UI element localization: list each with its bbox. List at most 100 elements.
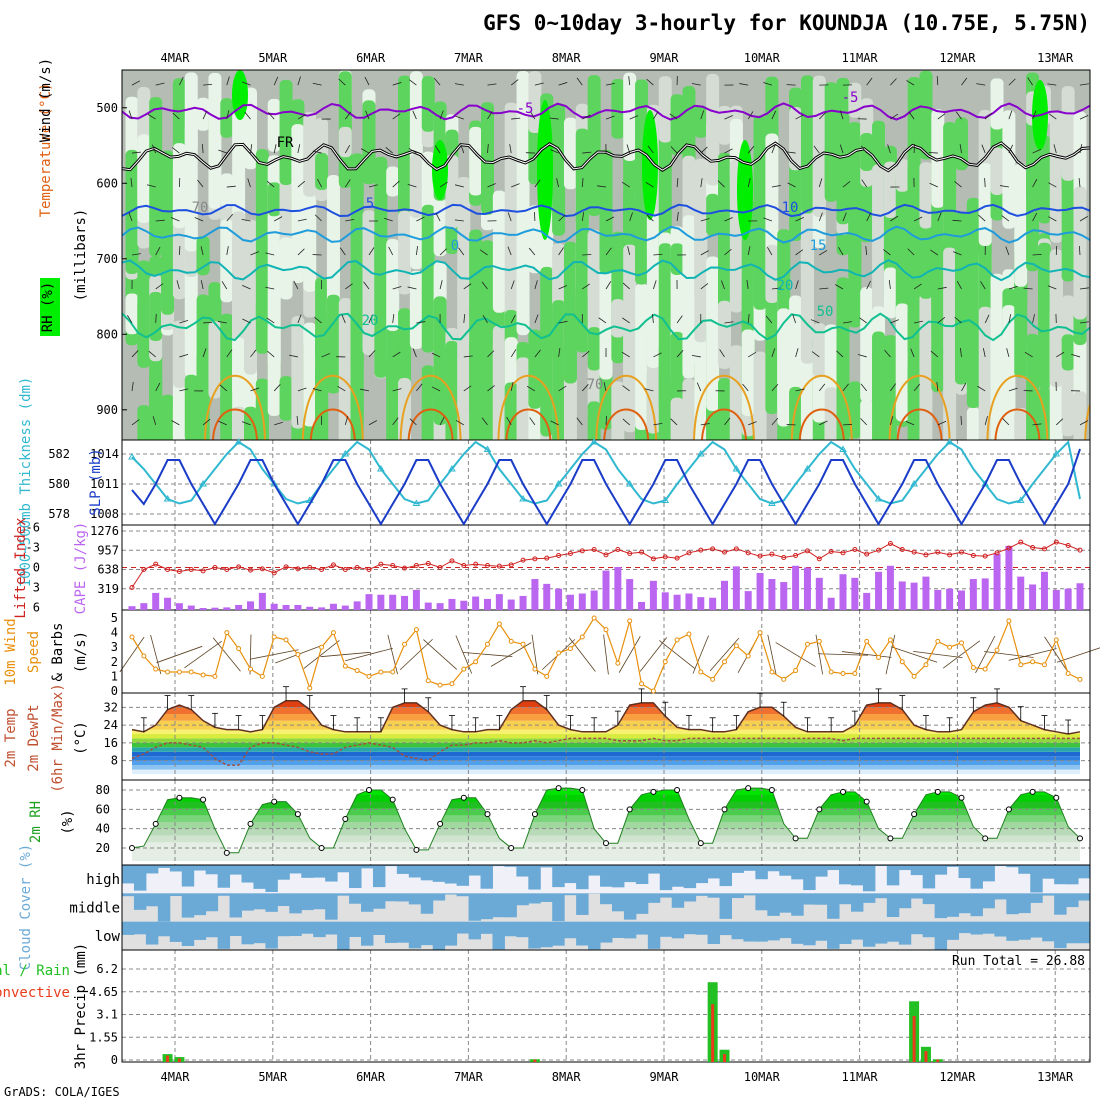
cape-bar bbox=[602, 570, 610, 610]
run-total-label: Run Total = 26.88 bbox=[952, 954, 1085, 969]
rh-cell bbox=[398, 210, 412, 295]
cape-bar bbox=[875, 571, 883, 610]
cape-bar bbox=[294, 604, 302, 610]
cape-bar bbox=[709, 597, 717, 610]
warm-surface-isotherm bbox=[1093, 409, 1100, 440]
wind-speed-point bbox=[165, 669, 171, 675]
wind-barb bbox=[629, 115, 639, 120]
lifted-index-point bbox=[710, 546, 716, 552]
wind-barb bbox=[670, 418, 678, 426]
wind-barb bbox=[529, 417, 536, 426]
wind-barb bbox=[952, 251, 962, 256]
wind-speed-point bbox=[532, 666, 538, 672]
wind-barb bbox=[818, 653, 868, 656]
cape-bar bbox=[851, 577, 859, 610]
cape-bar bbox=[282, 604, 290, 610]
precip-total-legend: Total / Rain bbox=[0, 963, 70, 979]
cloud-cover-cell bbox=[611, 893, 625, 912]
wind-barb bbox=[956, 280, 962, 290]
wind-barb bbox=[906, 80, 915, 86]
cloud-cover-cell bbox=[492, 865, 505, 867]
cloud-cover-cell bbox=[205, 893, 219, 912]
rh-cell bbox=[694, 158, 708, 303]
top-date-label: 6MAR bbox=[356, 51, 386, 65]
wind-barb bbox=[360, 148, 370, 154]
wind-speed-point bbox=[520, 641, 526, 647]
thickness-marker bbox=[519, 495, 527, 502]
contour-label: 20 bbox=[362, 313, 379, 329]
cloud-cover-cell bbox=[337, 893, 350, 896]
lifted-index-point bbox=[307, 565, 313, 570]
y-tick-label: 1014 bbox=[90, 447, 119, 461]
wind-barb bbox=[913, 650, 963, 659]
cloud-cover-cell bbox=[635, 865, 649, 885]
wind-barb bbox=[999, 185, 1009, 188]
rh-high-cell bbox=[537, 100, 553, 240]
wind-barb bbox=[696, 382, 702, 392]
cloud-cover-cell bbox=[133, 893, 147, 910]
rh-point bbox=[271, 798, 278, 805]
cloud-cover-cell bbox=[1018, 865, 1031, 874]
cloud-cover-cell bbox=[1042, 893, 1055, 896]
wind-barb bbox=[416, 246, 418, 256]
wind-barb bbox=[407, 183, 417, 188]
wind-barb bbox=[692, 635, 709, 674]
wind-speed-point bbox=[153, 666, 159, 672]
wind-barb bbox=[1078, 178, 1081, 188]
cloud-cover-cell bbox=[468, 893, 482, 921]
cloud-cover-cell bbox=[695, 893, 709, 896]
wind-barb bbox=[510, 382, 514, 391]
lifted-index-point bbox=[959, 549, 964, 555]
cloud-cover-cell bbox=[504, 893, 517, 918]
rh-point bbox=[152, 820, 159, 827]
wind-barb bbox=[1048, 216, 1057, 222]
wind-speed-point bbox=[295, 652, 301, 657]
cloud-cover-cell bbox=[683, 865, 697, 889]
cape-bar bbox=[164, 597, 172, 610]
y-tick-label: 580 bbox=[48, 477, 70, 491]
wind-barb bbox=[345, 218, 355, 222]
rh-cell bbox=[255, 149, 269, 283]
wind-speed-point bbox=[248, 666, 253, 672]
temperature-line bbox=[131, 699, 1081, 735]
lifted-index-point bbox=[390, 563, 396, 568]
temperature-band bbox=[132, 756, 1080, 761]
cloud-row-label: high bbox=[86, 872, 120, 888]
wind-barb bbox=[131, 253, 141, 256]
wind-barb bbox=[1005, 246, 1010, 256]
wind-speed-point bbox=[567, 646, 573, 652]
wind-barb bbox=[511, 183, 520, 188]
wind-barb bbox=[528, 247, 536, 256]
wind-barb bbox=[146, 184, 156, 188]
wind-barb bbox=[691, 83, 701, 86]
wind-barb bbox=[487, 83, 497, 86]
lifted-index-point bbox=[840, 550, 846, 556]
wind-barb bbox=[550, 149, 559, 154]
wind-barb bbox=[250, 387, 260, 392]
thickness-marker bbox=[839, 445, 847, 452]
rh-cell bbox=[398, 147, 412, 221]
rh-point bbox=[294, 811, 301, 818]
rh-cell bbox=[220, 173, 234, 208]
lifted-index-point bbox=[887, 541, 893, 546]
rh-cell bbox=[919, 162, 933, 229]
wind-barb bbox=[249, 649, 299, 660]
cloud-cover-cell bbox=[779, 921, 792, 939]
rh-cell bbox=[445, 340, 459, 419]
rh-cell bbox=[172, 320, 186, 389]
wind-barb bbox=[724, 115, 733, 120]
wind-barb bbox=[431, 352, 441, 358]
wind-barb bbox=[155, 382, 161, 392]
slp-axis-label: SLP (mb) bbox=[88, 448, 104, 515]
wind-barb bbox=[775, 642, 816, 667]
cloud-cover-cell bbox=[922, 893, 936, 905]
wind-barb bbox=[463, 313, 466, 324]
lifted-index-point bbox=[639, 549, 645, 555]
wind-barb bbox=[202, 110, 208, 120]
wind-barb bbox=[463, 283, 472, 290]
wind-barb bbox=[320, 651, 371, 658]
wind-barb bbox=[930, 350, 939, 358]
cloud-cover-cell bbox=[564, 921, 577, 939]
wind-barb bbox=[526, 385, 536, 392]
cloud-cover-cell bbox=[313, 893, 326, 910]
